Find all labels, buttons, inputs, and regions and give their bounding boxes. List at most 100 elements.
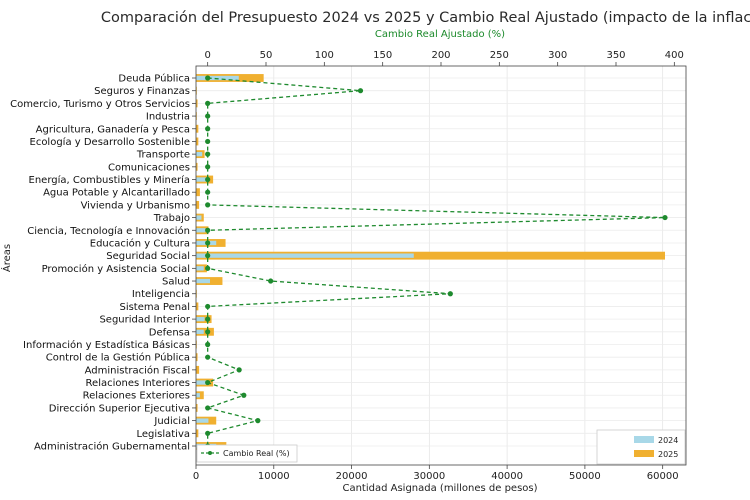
bar-2025-comercio-turismo-y-otros-servicios — [196, 99, 198, 108]
real-change-line — [205, 75, 668, 449]
legend: 2024 2025 — [596, 429, 686, 465]
category-label-energia-combustibles-y-mineria: Energía, Combustibles y Minería — [29, 174, 190, 186]
x-tick-label: 0 — [193, 471, 199, 482]
category-label-salud: Salud — [162, 277, 190, 288]
top-tick-label: 0 — [204, 50, 210, 61]
category-label-agua-potable-y-alcantarillado: Agua Potable y Alcantarillado — [43, 188, 190, 199]
category-label-control-de-la-gestion-publica: Control de la Gestión Pública — [46, 352, 190, 364]
bar-2025-legislativa — [196, 429, 199, 438]
bar-2025-administracion-fiscal — [196, 365, 200, 374]
legend-swatch-2024 — [634, 436, 654, 443]
change-point-inteligencia — [447, 291, 453, 297]
category-label-relaciones-exteriores: Relaciones Exteriores — [83, 391, 190, 402]
category-label-trabajo: Trabajo — [153, 213, 190, 224]
bar-2024-deuda-publica — [196, 75, 239, 81]
change-point-salud — [268, 278, 274, 284]
category-label-inteligencia: Inteligencia — [132, 289, 190, 300]
x-tick-label: 20000 — [336, 471, 368, 482]
top-tick-label: 250 — [490, 50, 509, 61]
category-label-informacion-y-estadistica-basicas: Información y Estadística Básicas — [23, 339, 190, 351]
change-point-promocion-y-asistencia-social — [205, 265, 211, 271]
bar-2024-trabajo — [196, 215, 202, 220]
category-label-sistema-penal: Sistema Penal — [119, 302, 190, 313]
change-point-trabajo — [662, 214, 668, 221]
legend-label-change: Cambio Real (%) — [223, 449, 290, 458]
bar-2024-salud — [196, 278, 210, 284]
category-label-seguridad-interior: Seguridad Interior — [99, 315, 190, 326]
bar-2024-seguridad-interior — [196, 316, 205, 322]
legend-swatch-2025 — [634, 450, 654, 457]
bar-2024-ciencia-tecnologia-e-innovacion — [196, 228, 206, 233]
category-label-comunicaciones: Comunicaciones — [108, 162, 190, 173]
bar-2024-judicial — [196, 418, 209, 423]
change-point-agricultura-ganaderia-y-pesca — [205, 126, 211, 132]
legend-line-frame — [196, 444, 298, 463]
legend-line-box: Cambio Real (%) — [196, 444, 298, 463]
category-label-relaciones-interiores: Relaciones Interiores — [86, 378, 190, 389]
x-tick-label: 10000 — [258, 471, 290, 482]
y-axis-label: Áreas — [0, 244, 13, 272]
change-point-vivienda-y-urbanismo — [205, 202, 211, 208]
category-label-deuda-publica: Deuda Pública — [118, 73, 190, 85]
legend-label-2025: 2025 — [658, 450, 678, 459]
change-point-informacion-y-estadistica-basicas — [205, 341, 211, 348]
change-point-seguridad-interior — [205, 316, 211, 322]
bar-2025-defensa — [196, 327, 214, 336]
bar-2025-vivienda-y-urbanismo — [196, 200, 200, 209]
change-point-seguros-y-finanzas — [357, 88, 364, 94]
bar-2025-control-de-la-gestion-publica — [196, 353, 198, 362]
change-point-defensa — [205, 329, 211, 335]
top-axis-label: Cambio Real Ajustado (%) — [375, 29, 505, 40]
change-point-administracion-fiscal — [236, 367, 242, 373]
change-point-relaciones-interiores — [205, 379, 211, 386]
change-point-seguridad-social — [205, 253, 211, 259]
bar-2024-seguridad-social — [196, 253, 414, 258]
top-tick-label: 50 — [260, 50, 273, 61]
category-label-transporte: Transporte — [136, 150, 190, 161]
change-point-ciencia-tecnologia-e-innovacion — [205, 227, 211, 233]
category-label-administracion-fiscal: Administración Fiscal — [85, 364, 190, 376]
category-label-seguros-y-finanzas: Seguros y Finanzas — [94, 86, 190, 97]
bar-2024-promocion-y-asistencia-social — [196, 266, 204, 271]
bar-2025-ecologia-y-desarrollo-sostenible — [196, 137, 199, 146]
top-tick-label: 350 — [606, 50, 625, 61]
change-point-comercio-turismo-y-otros-servicios — [205, 100, 211, 106]
change-point-industria — [205, 113, 211, 119]
bars — [196, 74, 665, 450]
bar-2025-agricultura-ganaderia-y-pesca — [196, 124, 199, 133]
category-label-legislativa: Legislativa — [136, 429, 190, 440]
x-tick-label: 60000 — [647, 471, 679, 482]
bar-2024-transporte — [196, 151, 203, 157]
category-label-industria: Industria — [146, 112, 190, 123]
plot-frame — [195, 65, 687, 466]
bar-2024-relaciones-interiores — [196, 380, 208, 385]
category-label-vivienda-y-urbanismo: Vivienda y Urbanismo — [81, 200, 190, 211]
top-tick-label: 300 — [548, 50, 567, 61]
category-label-judicial: Judicial — [153, 416, 190, 427]
x-tick-label: 40000 — [491, 471, 523, 482]
category-label-promocion-y-asistencia-social: Promoción y Asistencia Social — [42, 263, 190, 275]
top-tick-label: 100 — [315, 50, 334, 61]
top-tick-label: 150 — [373, 50, 392, 61]
category-label-defensa: Defensa — [149, 327, 190, 338]
change-point-ecologia-y-desarrollo-sostenible — [205, 138, 211, 145]
bar-2024-defensa — [196, 329, 204, 334]
x-axis-label: Cantidad Asignada (millones de pesos) — [342, 483, 537, 494]
category-label-agricultura-ganaderia-y-pesca: Agricultura, Ganadería y Pesca — [36, 123, 190, 135]
bar-2024-energia-combustibles-y-mineria — [196, 177, 208, 182]
category-label-educacion-y-cultura: Educación y Cultura — [90, 237, 190, 249]
bar-2025-direccion-superior-ejecutiva — [196, 403, 198, 412]
change-point-educacion-y-cultura — [205, 240, 211, 246]
bar-2025-comunicaciones — [196, 162, 198, 171]
legend-label-2024: 2024 — [658, 436, 678, 445]
change-point-agua-potable-y-alcantarillado — [205, 189, 211, 195]
axes: 0 10000 20000 30000 40000 50000 60000 0 50 100 150… — [192, 50, 687, 482]
change-point-control-de-la-gestion-publica — [205, 354, 211, 360]
top-tick-label: 200 — [431, 50, 450, 61]
x-tick-label: 50000 — [569, 471, 601, 482]
change-point-sistema-penal — [205, 303, 211, 310]
change-line-path — [205, 77, 666, 446]
category-label-direccion-superior-ejecutiva: Dirección Superior Ejecutiva — [49, 402, 190, 414]
